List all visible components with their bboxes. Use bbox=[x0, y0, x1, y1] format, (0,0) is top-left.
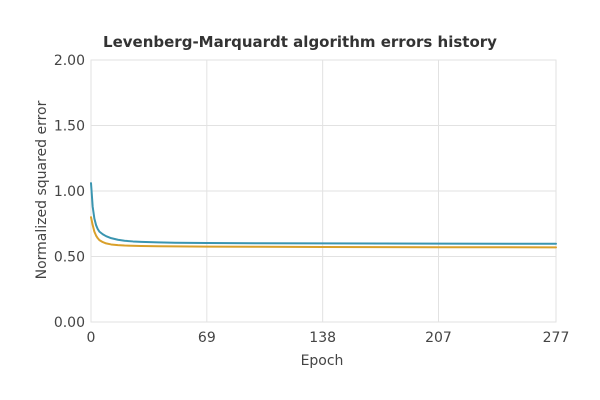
x-tick-label: 207 bbox=[425, 330, 452, 346]
y-tick-label: 0.00 bbox=[54, 315, 85, 331]
x-tick-label: 0 bbox=[87, 330, 96, 346]
grid bbox=[90, 59, 557, 323]
y-tick-label: 2.00 bbox=[54, 53, 85, 69]
series-line-2 bbox=[90, 216, 557, 249]
y-tick-label: 1.00 bbox=[54, 184, 85, 200]
chart-title: Levenberg-Marquardt algorithm errors his… bbox=[103, 33, 497, 51]
y-axis-ticks: 0.00 0.50 1.00 1.50 2.00 bbox=[54, 53, 85, 331]
y-tick-label: 0.50 bbox=[54, 250, 85, 266]
x-axis-ticks: 0 69 138 207 277 bbox=[87, 330, 570, 346]
x-tick-label: 69 bbox=[198, 330, 216, 346]
x-tick-label: 138 bbox=[309, 330, 336, 346]
x-axis-label: Epoch bbox=[301, 353, 344, 369]
y-tick-label: 1.50 bbox=[54, 119, 85, 135]
x-tick-label: 277 bbox=[543, 330, 570, 346]
series-line-1 bbox=[90, 182, 557, 245]
y-axis-label: Normalized squared error bbox=[34, 100, 50, 279]
series-lines bbox=[90, 182, 557, 249]
